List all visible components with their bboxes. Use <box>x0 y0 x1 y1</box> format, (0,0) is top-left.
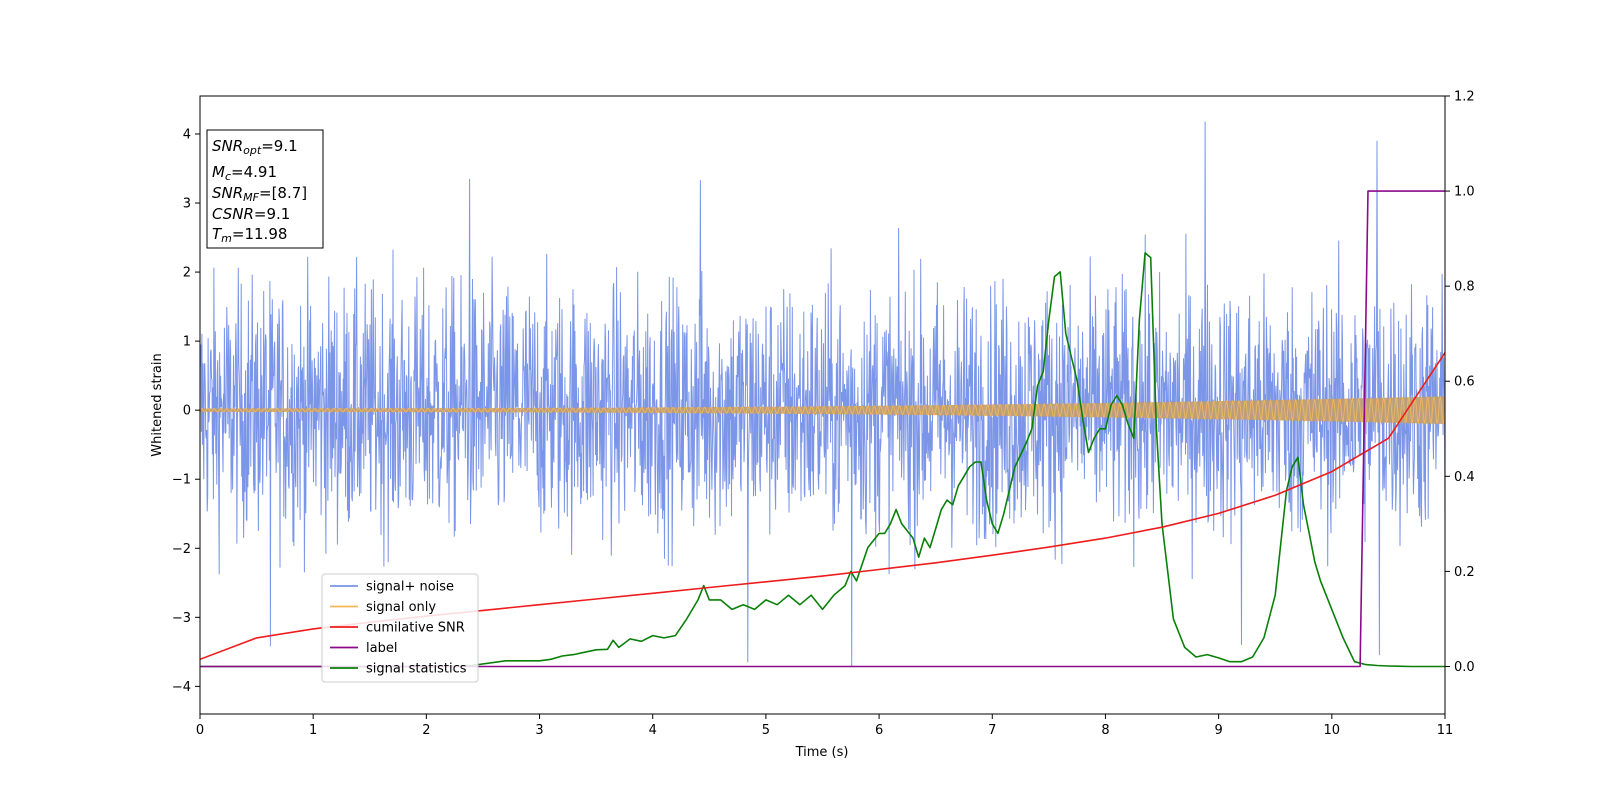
annotation-frame <box>206 129 324 249</box>
x-axis-label: Time (s) <box>795 745 849 760</box>
snr-annotation-box: SNRopt=9.1Mc=4.91SNRMF=[8.7]CSNR=9.1Tm=1… <box>206 129 324 249</box>
x-tick-label: 5 <box>762 723 770 738</box>
y-tick-label: 1 <box>183 335 191 350</box>
label-line <box>200 190 1445 668</box>
x-axis: 0 1 2 3 4 5 6 7 8 9 10 11 <box>196 714 1453 738</box>
y2-tick-label: 0.8 <box>1454 280 1475 295</box>
legend: signal+ noise signal only cumilative SNR la… <box>321 573 479 683</box>
plot-area <box>200 121 1445 668</box>
y-axis-label: Whitened strain <box>150 353 165 456</box>
annotation-line: SNRMF=[8.7] <box>212 184 307 204</box>
y2-tick-label: 1.2 <box>1454 90 1475 105</box>
annotation-line: SNRopt=9.1 <box>212 137 298 157</box>
x-tick-label: 1 <box>309 723 317 738</box>
signal-noise-trace <box>200 121 1445 668</box>
y-tick-label: −1 <box>172 473 191 488</box>
annotation-symbol: CSNR <box>212 205 254 223</box>
legend-label: signal only <box>366 600 436 615</box>
signal-noise-line <box>200 121 1445 668</box>
annotation-subscript: opt <box>243 144 262 157</box>
plot-frame <box>199 95 1446 715</box>
y-axis-left: −4 −3 −2 −1 0 1 2 3 4 <box>172 127 200 695</box>
x-tick-label: 2 <box>422 723 430 738</box>
legend-label: signal statistics <box>366 662 467 677</box>
annotation-symbol: SNR <box>212 137 243 155</box>
y2-tick-label: 0.2 <box>1454 565 1475 580</box>
annotation-line: CSNR=9.1 <box>212 205 290 223</box>
signal-only-line <box>200 395 1445 426</box>
annotation-value: =[8.7] <box>259 184 307 202</box>
x-tick-label: 10 <box>1324 723 1341 738</box>
annotation-symbol: SNR <box>212 184 243 202</box>
x-tick-label: 8 <box>1101 723 1109 738</box>
y2-tick-label: 1.0 <box>1454 185 1475 200</box>
annotation-line: Tm=11.98 <box>212 225 287 245</box>
y-tick-label: −3 <box>172 611 191 626</box>
y-tick-label: 3 <box>183 197 191 212</box>
legend-label: signal+ noise <box>366 580 454 595</box>
annotation-symbol: T <box>212 225 223 243</box>
legend-label: cumilative SNR <box>366 621 465 636</box>
x-tick-label: 4 <box>649 723 657 738</box>
x-tick-label: 3 <box>535 723 543 738</box>
annotation-subscript: MF <box>243 191 259 204</box>
annotation-line: Mc=4.91 <box>212 163 277 183</box>
annotation-value: =4.91 <box>231 163 277 181</box>
annotation-value: =9.1 <box>254 205 290 223</box>
signal-statistics-line <box>200 252 1445 668</box>
y-tick-label: 0 <box>183 404 191 419</box>
y-tick-label: −4 <box>172 680 191 695</box>
x-tick-label: 0 <box>196 723 204 738</box>
annotation-subscript: c <box>225 170 231 183</box>
y-tick-label: −2 <box>172 542 191 557</box>
y2-tick-label: 0.6 <box>1454 375 1475 390</box>
annotation-value: =9.1 <box>261 137 297 155</box>
signal-only-trace <box>200 395 1445 426</box>
annotation-symbol: M <box>212 163 225 181</box>
annotation-subscript: m <box>221 232 232 245</box>
annotation-value: =11.98 <box>232 225 288 243</box>
x-tick-label: 7 <box>988 723 996 738</box>
x-tick-label: 6 <box>875 723 883 738</box>
y-axis-right: 0.0 0.2 0.4 0.6 0.8 1.0 1.2 <box>1445 90 1475 675</box>
y-tick-label: 2 <box>183 266 191 281</box>
y2-tick-label: 0.0 <box>1454 660 1475 675</box>
x-tick-label: 9 <box>1214 723 1222 738</box>
legend-label: label <box>366 641 397 656</box>
y-tick-label: 4 <box>183 127 191 142</box>
y2-tick-label: 0.4 <box>1454 470 1475 485</box>
x-tick-label: 11 <box>1437 723 1454 738</box>
legend-frame <box>321 573 479 683</box>
